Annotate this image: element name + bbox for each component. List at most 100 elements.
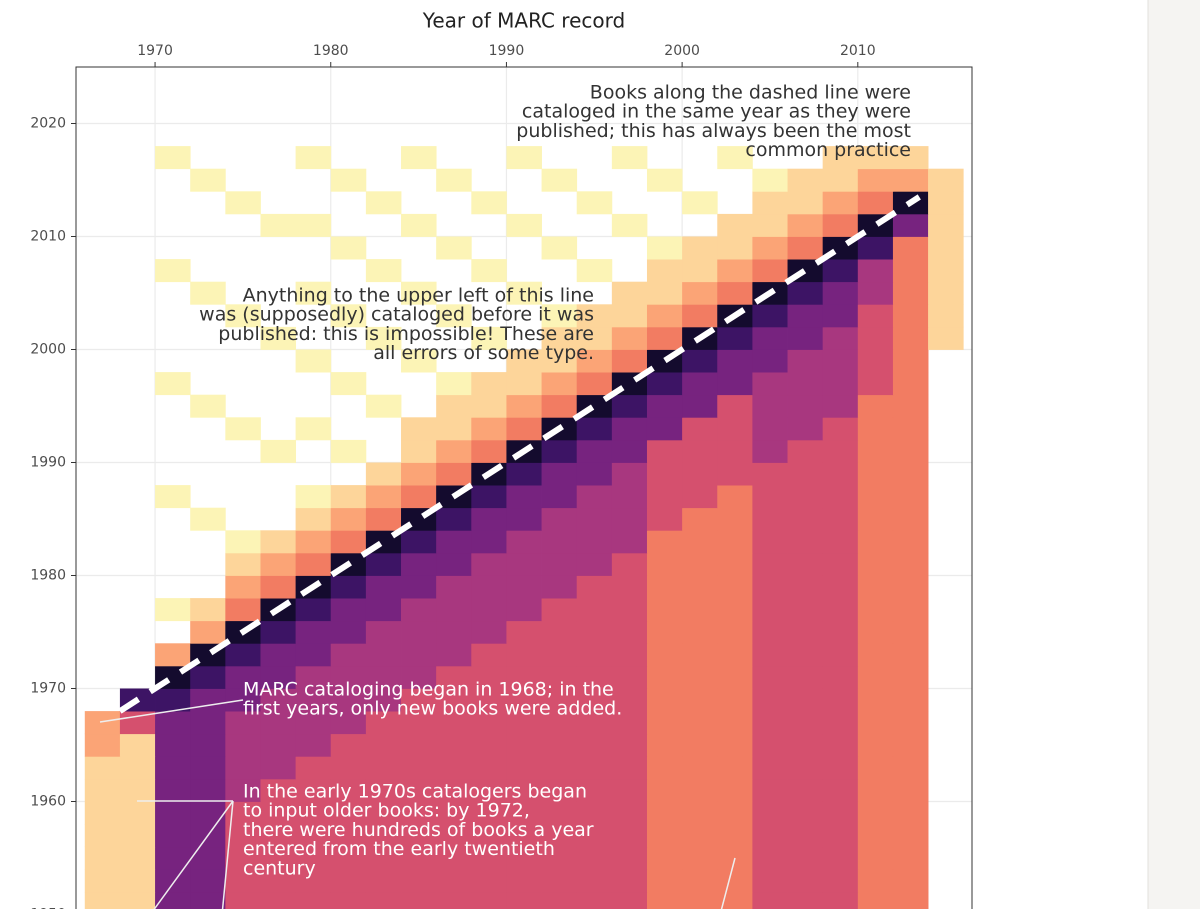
- heatmap-cell: [190, 688, 226, 712]
- heatmap-cell: [190, 394, 226, 418]
- heatmap-cell: [857, 326, 894, 350]
- heatmap-cell: [752, 733, 788, 757]
- heatmap-cell: [611, 869, 648, 893]
- heatmap-cell: [646, 394, 683, 418]
- heatmap-cell: [682, 485, 718, 509]
- heatmap-cell: [892, 304, 929, 328]
- heatmap-cell: [84, 711, 121, 735]
- heatmap-cell: [576, 304, 613, 328]
- heatmap-cell: [717, 507, 753, 531]
- heatmap-cell: [225, 733, 261, 757]
- heatmap-cell: [295, 891, 332, 909]
- heatmap-cell: [401, 598, 437, 622]
- heatmap-cell: [155, 711, 191, 735]
- annotation: published: this is impossible! These are: [218, 323, 594, 345]
- y-tick-label: 2000: [30, 342, 66, 358]
- heatmap-cell: [822, 733, 859, 757]
- heatmap-cell: [541, 462, 578, 486]
- heatmap-cell: [822, 711, 859, 735]
- heatmap-cell: [752, 891, 788, 909]
- heatmap-cell: [576, 643, 613, 667]
- heatmap-cell: [155, 485, 191, 509]
- heatmap-cell: [892, 824, 929, 848]
- x-tick-label: 2000: [664, 43, 700, 59]
- heatmap-cell: [365, 688, 402, 712]
- y-tick-label: 2010: [30, 229, 66, 245]
- heatmap-cell: [646, 733, 683, 757]
- heatmap-cell: [190, 869, 226, 893]
- heatmap-cell: [576, 530, 613, 554]
- heatmap-cell: [752, 191, 788, 215]
- heatmap-cell: [365, 462, 402, 486]
- heatmap-cell: [822, 598, 859, 622]
- heatmap-cell: [576, 824, 613, 848]
- heatmap-cell: [295, 824, 332, 848]
- heatmap-cell: [541, 891, 578, 909]
- heatmap-cell: [506, 146, 542, 170]
- heatmap-cell: [576, 801, 613, 825]
- heatmap-cell: [646, 869, 683, 893]
- heatmap-cell: [295, 846, 332, 870]
- heatmap-cell: [787, 394, 824, 418]
- heatmap-cell: [787, 688, 824, 712]
- heatmap-cell: [892, 485, 929, 509]
- heatmap-cell: [682, 304, 718, 328]
- heatmap-cell: [471, 711, 507, 735]
- leader-line: [221, 800, 234, 909]
- heatmap-cell: [822, 281, 859, 305]
- heatmap-cell: [857, 236, 894, 260]
- heatmap-cell: [822, 439, 859, 463]
- heatmap-cell: [646, 304, 683, 328]
- heatmap-cell: [717, 891, 753, 909]
- heatmap-cell: [752, 349, 788, 373]
- heatmap-cell: [330, 575, 367, 599]
- heatmap-cell: [225, 598, 261, 622]
- heatmap-cell: [295, 598, 332, 622]
- heatmap-cell: [611, 213, 648, 237]
- heatmap-cell: [506, 485, 542, 509]
- heatmap-cell: [330, 304, 367, 328]
- heatmap-cell: [646, 756, 683, 780]
- heatmap-cell: [436, 711, 472, 735]
- heatmap-cell: [752, 756, 788, 780]
- heatmap-cell: [787, 485, 824, 509]
- heatmap-cell: [225, 304, 261, 328]
- heatmap-cell: [787, 304, 824, 328]
- heatmap-cell: [401, 530, 437, 554]
- heatmap-cell: [717, 756, 753, 780]
- heatmap-cell: [717, 643, 753, 667]
- heatmap-cell: [155, 598, 191, 622]
- heatmap-cell: [260, 891, 297, 909]
- heatmap-cell: [190, 620, 226, 644]
- heatmap-cell: [225, 891, 261, 909]
- heatmap-cell: [436, 665, 472, 689]
- heatmap-cell: [611, 326, 648, 350]
- heatmap-cell: [260, 711, 297, 735]
- heatmap-cell: [576, 462, 613, 486]
- heatmap-cell: [155, 146, 191, 170]
- heatmap-cell: [401, 756, 437, 780]
- heatmap-cell: [260, 620, 297, 644]
- heatmap-cell: [857, 191, 894, 215]
- heatmap-cell: [506, 620, 542, 644]
- heatmap-cell: [225, 756, 261, 780]
- heatmap-cell: [506, 417, 542, 441]
- heatmap-cell: [401, 688, 437, 712]
- heatmap-cell: [717, 439, 753, 463]
- heatmap-cell: [646, 824, 683, 848]
- heatmap-cell: [225, 801, 261, 825]
- heatmap-cell: [682, 801, 718, 825]
- heatmap-cell: [365, 507, 402, 531]
- heatmap-cell: [541, 665, 578, 689]
- heatmap-cell: [857, 281, 894, 305]
- y-tick-label: 1970: [30, 681, 66, 697]
- heatmap-cell: [892, 349, 929, 373]
- heatmap-cell: [471, 756, 507, 780]
- heatmap-cell: [190, 846, 226, 870]
- heatmap-cell: [682, 824, 718, 848]
- heatmap-cell: [330, 236, 367, 260]
- heatmap-cell: [506, 665, 542, 689]
- heatmap-cell: [857, 439, 894, 463]
- heatmap-cell: [752, 485, 788, 509]
- heatmap-cell: [892, 846, 929, 870]
